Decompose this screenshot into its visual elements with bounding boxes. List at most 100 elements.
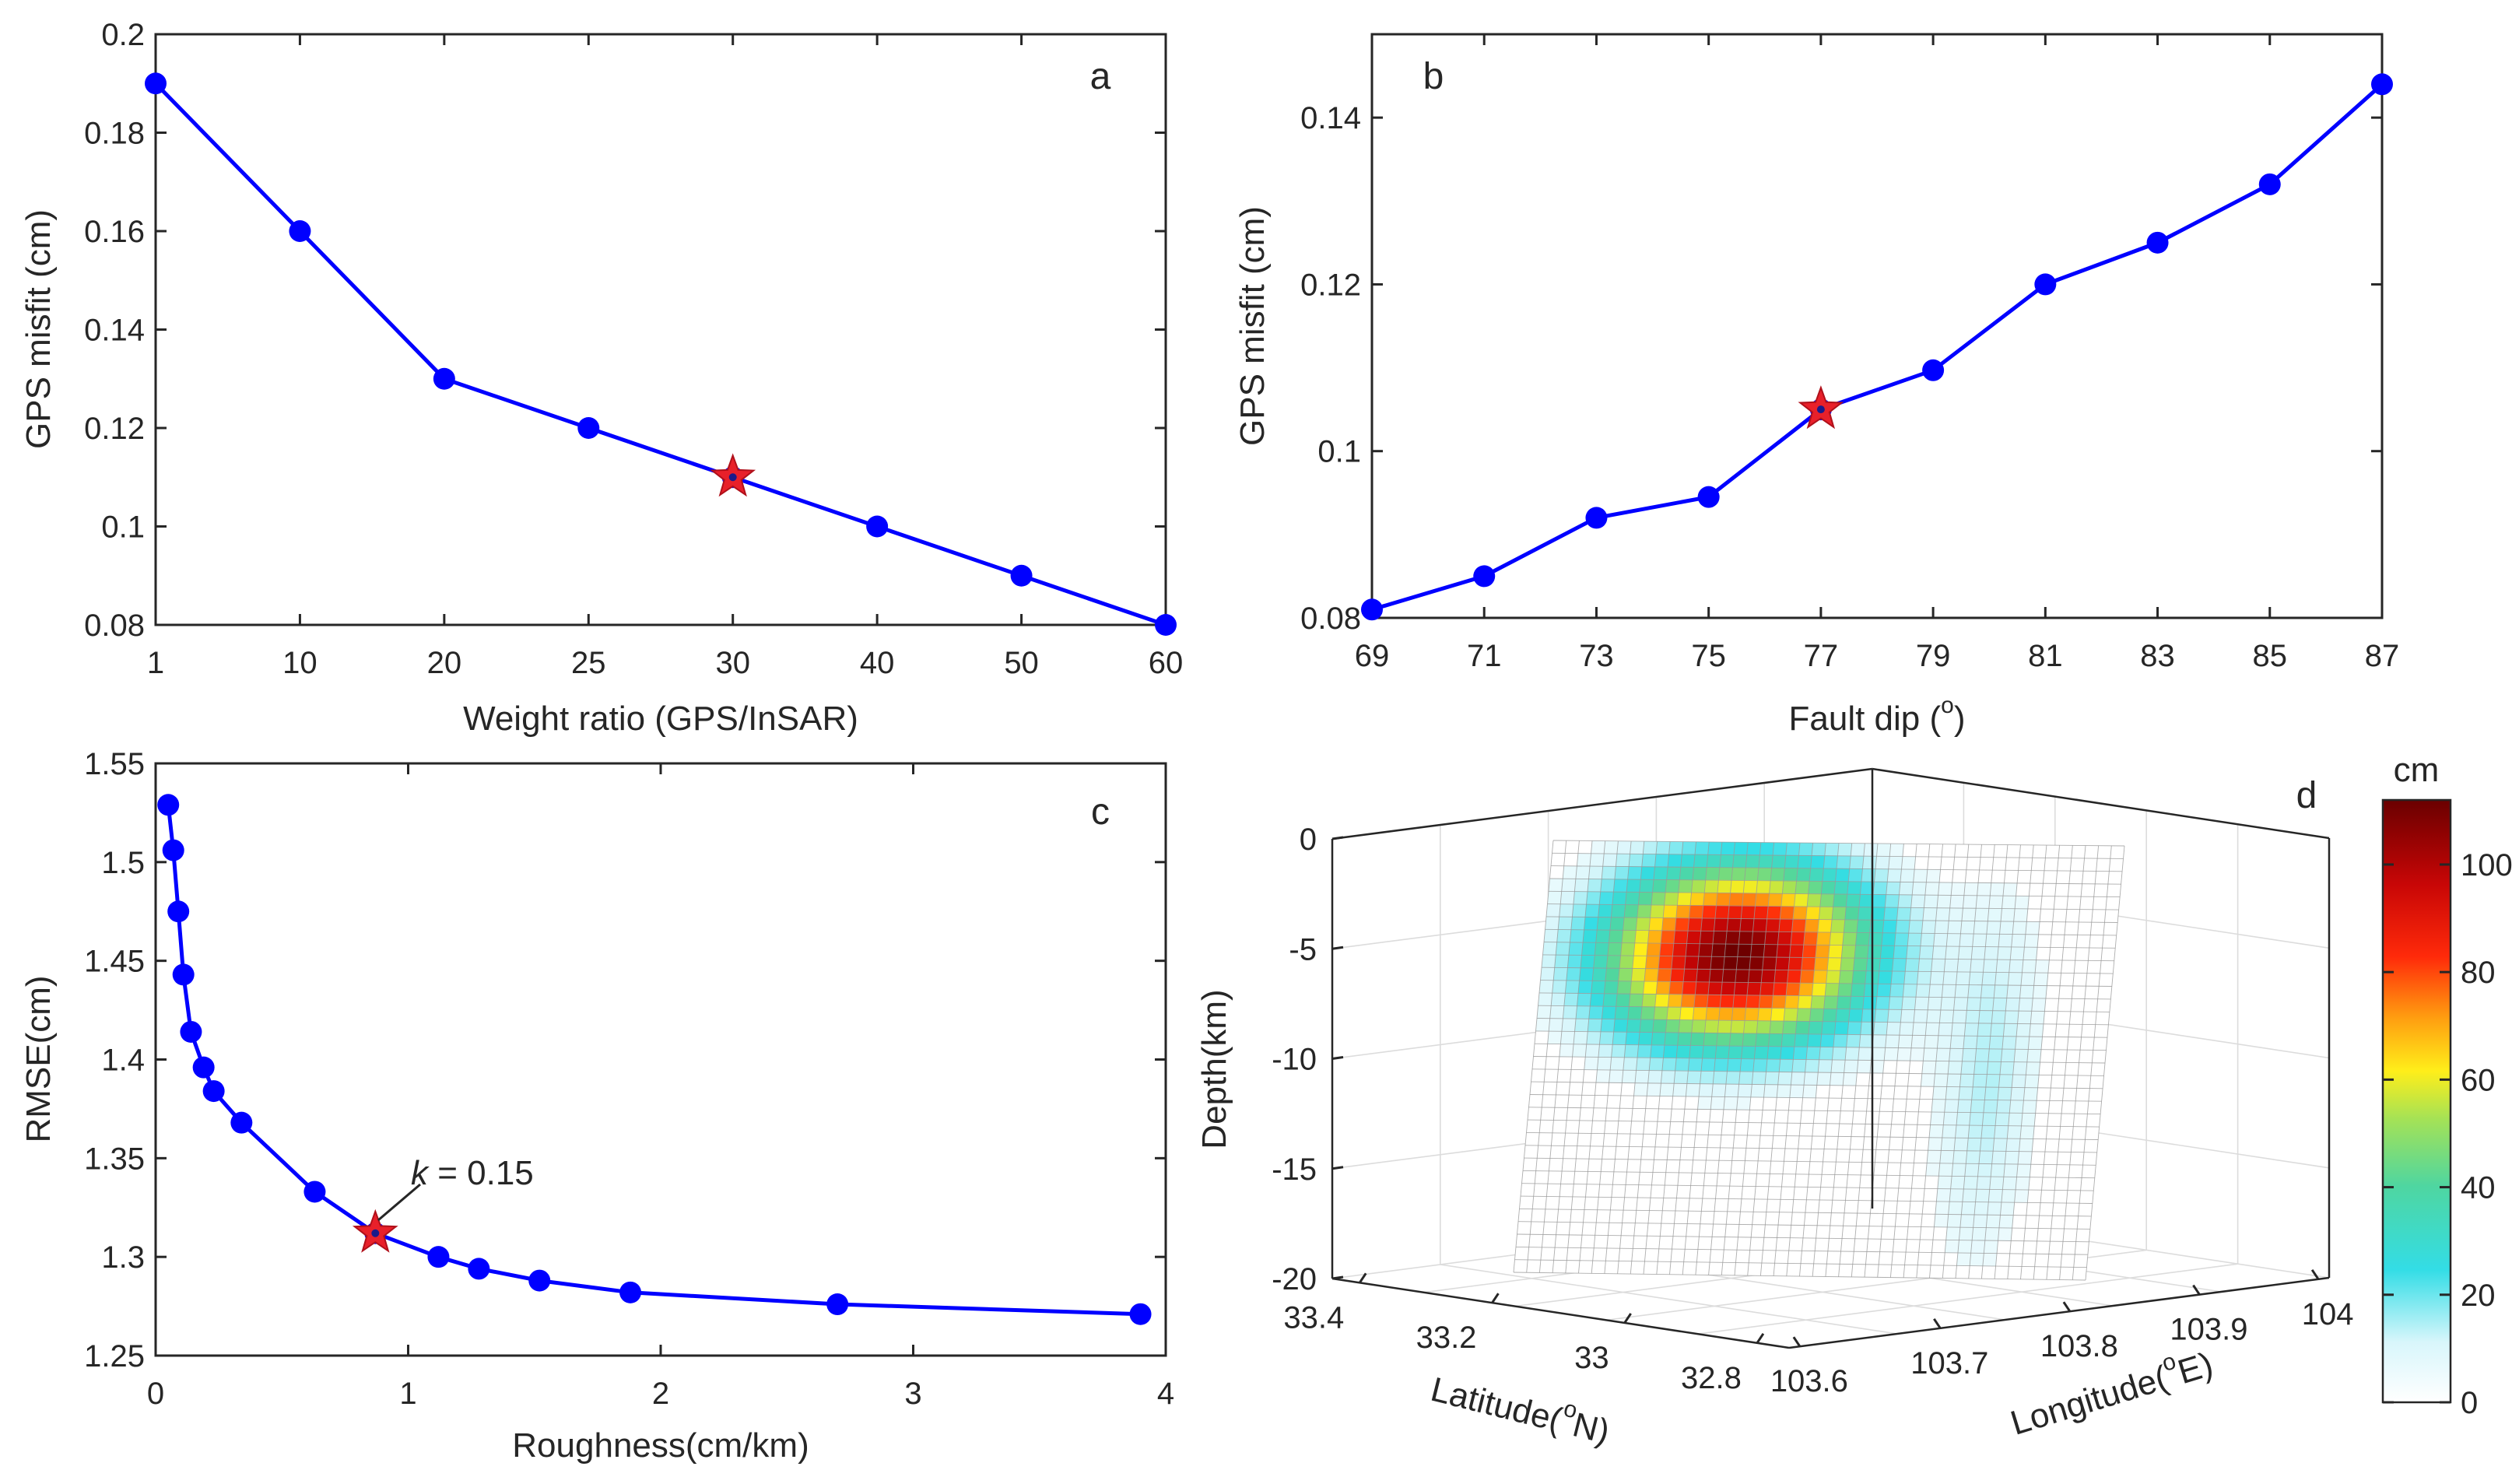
slip-cell [1733, 841, 1749, 856]
slip-cell [1979, 997, 1995, 1012]
slip-cell [1925, 1163, 1941, 1177]
slip-cell [1992, 997, 2008, 1012]
slip-cell [1995, 972, 2010, 986]
slip-cell [1928, 984, 1944, 998]
slip-cell [1804, 919, 1819, 933]
slip-cell [1582, 929, 1598, 943]
slip-cell [2006, 984, 2022, 999]
slip-cell [1833, 1033, 1848, 1048]
slip-cell [1835, 868, 1851, 882]
x-axis-label-b: Fault dip (o) [1789, 693, 1966, 738]
mesh-line [1529, 1094, 2102, 1102]
slip-cell [1824, 983, 1840, 997]
slip-cell [1931, 945, 1947, 960]
slip-cell [1822, 1008, 1837, 1023]
slip-cell [1837, 843, 1853, 857]
slip-cell [1876, 983, 1892, 998]
slip-cell [1809, 1008, 1825, 1022]
slip-cell [1810, 855, 1826, 869]
slip-cell [1837, 995, 1851, 1009]
slip-cell [2016, 1163, 2032, 1177]
slip-cell [1973, 1214, 1988, 1228]
mesh-line [1545, 928, 2117, 936]
slip-cell [1865, 957, 1881, 972]
slip-cell [1785, 982, 1801, 996]
slip-cell [1974, 907, 1990, 922]
fault-mesh [1513, 840, 2125, 1281]
colorbar [2381, 798, 2452, 1404]
slip-cell [1598, 903, 1613, 918]
slip-cell [1904, 958, 1920, 972]
slip-cell [1796, 1008, 1812, 1022]
slip-cell [1729, 1033, 1744, 1047]
slip-cell [1842, 931, 1858, 946]
slip-cell [1817, 919, 1833, 933]
slip-cell [1769, 1020, 1784, 1034]
slip-cell [1785, 842, 1801, 856]
x-tick-label-b-6: 81 [2028, 639, 2063, 673]
slip-cell [1675, 904, 1691, 919]
slip-cell [1807, 1033, 1823, 1047]
slip-cell [1924, 894, 1938, 909]
slip-cell [1723, 956, 1738, 970]
slip-cell [1858, 907, 1872, 921]
slip-cell [1689, 1032, 1705, 1047]
slip-cell [1612, 891, 1627, 905]
mesh-line [1543, 942, 2116, 949]
y-tick-label-c-3: 1.4 [101, 1044, 145, 1078]
slip-cell [1778, 1058, 1794, 1073]
slip-cell [1648, 917, 1664, 931]
slip-cell [1899, 1022, 1914, 1036]
slip-cell [1920, 932, 1935, 947]
data-point-c-4 [180, 1020, 202, 1043]
slip-cell [1836, 855, 1851, 869]
slip-cell [1616, 981, 1632, 995]
slip-cell [1915, 984, 1931, 998]
slip-cell [1746, 982, 1762, 996]
slip-cell [2024, 1074, 2040, 1089]
slip-cell [1600, 1019, 1616, 1033]
slip-cell [1872, 881, 1888, 895]
y-axis-label-b: GPS misfit (cm) [1233, 206, 1272, 446]
lat-label-close: N) [1569, 1405, 1613, 1451]
slip-cell [1731, 1007, 1746, 1021]
slip-cell [1839, 970, 1854, 984]
slip-cell [1771, 854, 1787, 868]
slip-cell [1671, 956, 1686, 970]
slip-cell [1966, 997, 1981, 1011]
slip-cell [1834, 1021, 1849, 1035]
slip-cell [1963, 882, 1979, 896]
slip-cell [1606, 955, 1621, 969]
slip-cell [1699, 930, 1714, 945]
slip-cell [2002, 895, 2016, 910]
slip-cell [2002, 1176, 2017, 1191]
slip-cell [1641, 993, 1657, 1008]
slip-cell [2015, 1177, 2030, 1191]
slip-cell [1985, 1214, 2001, 1229]
annotation-arrow-c [377, 1183, 421, 1222]
slip-cell [1769, 880, 1784, 894]
slip-cell [1762, 956, 1777, 970]
x-tick-label-a-6: 50 [1004, 646, 1039, 680]
slip-cell [1822, 868, 1837, 882]
slip-cell [1939, 1009, 1954, 1023]
slip-cell [1601, 865, 1616, 880]
colorbar-tick-label-2: 40 [2461, 1171, 2496, 1205]
data-point-c-11 [468, 1258, 490, 1280]
slip-cell [1732, 995, 1748, 1009]
slip-cell [1675, 917, 1689, 931]
slip-cell [2002, 882, 2018, 896]
slip-cell [1541, 954, 1556, 968]
slip-cell [1940, 1137, 1956, 1151]
slip-cell [1949, 1188, 1964, 1202]
slip-cell [2026, 1061, 2040, 1075]
slip-cell [1622, 1069, 1637, 1084]
slip-cell [1861, 868, 1876, 882]
slip-cell [1946, 1073, 1962, 1088]
slip-cell [1693, 994, 1709, 1008]
slip-cell [1675, 1058, 1690, 1072]
slip-cell [1863, 843, 1879, 857]
data-point-b-9 [2371, 73, 2393, 96]
slip-cell [1706, 854, 1721, 868]
slip-cell [1689, 905, 1704, 919]
